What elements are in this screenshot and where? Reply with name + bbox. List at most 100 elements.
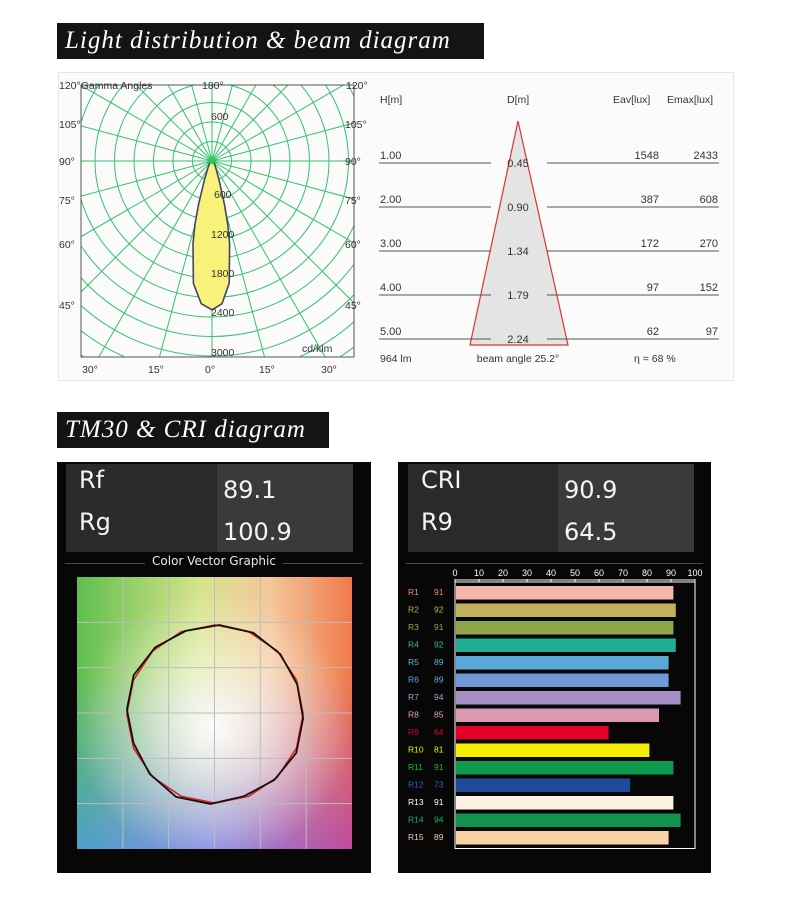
polar-grid-ray bbox=[212, 73, 636, 161]
polar-grid-ray bbox=[212, 161, 512, 382]
cri-category-label: R9 bbox=[408, 727, 419, 737]
beam-emax: 2433 bbox=[694, 150, 718, 162]
beam-h: 2.00 bbox=[380, 194, 401, 206]
polar-bottom-label: 30° bbox=[82, 364, 98, 376]
cri-tick-label: 10 bbox=[474, 568, 484, 578]
polar-left-label: 90° bbox=[59, 156, 75, 168]
cri-category-label: R5 bbox=[408, 657, 419, 667]
cri-value-label: 94 bbox=[434, 692, 444, 702]
cri-value-label: 73 bbox=[434, 780, 444, 790]
polar-unit-label: cd/klm bbox=[302, 343, 333, 355]
cri-label: CRI bbox=[421, 466, 462, 494]
cri-category-label: R3 bbox=[408, 622, 419, 632]
photometric-panel: 120°Gamma Angles 180° 120° 105° 90° 75° … bbox=[58, 72, 734, 381]
beam-d: 1.34 bbox=[507, 246, 528, 258]
beam-d: 0.45 bbox=[507, 158, 528, 170]
polar-origin bbox=[209, 158, 215, 164]
cri-tick-label: 50 bbox=[570, 568, 580, 578]
cri-category-label: R6 bbox=[408, 675, 419, 685]
cri-value-label: 89 bbox=[434, 832, 444, 842]
beam-eav: 387 bbox=[641, 194, 659, 206]
beam-h: 4.00 bbox=[380, 282, 401, 294]
cri-category-label: R14 bbox=[408, 815, 424, 825]
polar-right-top-label: 120° bbox=[346, 80, 368, 92]
beam-h: 3.00 bbox=[380, 238, 401, 250]
polar-grid-ring bbox=[59, 73, 472, 382]
cri-tick-label: 70 bbox=[618, 568, 628, 578]
cri-bar-r9 bbox=[456, 726, 609, 740]
r9-value: 64.5 bbox=[564, 518, 617, 546]
cri-category-label: R12 bbox=[408, 780, 424, 790]
color-vector-title: Color Vector Graphic bbox=[57, 554, 371, 568]
color-vector-graphic bbox=[77, 577, 352, 849]
beam-emax: 608 bbox=[700, 194, 718, 206]
polar-right-label: 45° bbox=[345, 300, 361, 312]
cri-tick-label: 0 bbox=[452, 568, 457, 578]
cri-category-label: R13 bbox=[408, 797, 424, 807]
cri-value-label: 91 bbox=[434, 622, 444, 632]
beam-d: 0.90 bbox=[507, 202, 528, 214]
polar-corner-label: 120°Gamma Angles bbox=[59, 80, 153, 92]
polar-left-label: 105° bbox=[59, 119, 81, 131]
cri-bar-r11 bbox=[456, 761, 673, 775]
polar-right-label: 75° bbox=[345, 195, 361, 207]
polar-radial-label: 600 bbox=[214, 189, 232, 201]
beam-row: 1.00 0.45 1548 2433 bbox=[379, 150, 719, 170]
polar-right-label: 90° bbox=[345, 156, 361, 168]
cri-category-label: R10 bbox=[408, 745, 424, 755]
cri-bar-r6 bbox=[456, 674, 669, 688]
cri-bar-r14 bbox=[456, 814, 681, 828]
beam-h: 5.00 bbox=[380, 326, 401, 338]
section-title-tm30: TM30 & CRI diagram bbox=[57, 412, 329, 448]
cri-category-label: R4 bbox=[408, 640, 419, 650]
cri-value-label: 92 bbox=[434, 640, 444, 650]
cri-bar-r7 bbox=[456, 691, 681, 705]
beam-eav: 62 bbox=[647, 326, 659, 338]
cri-category-label: R1 bbox=[408, 587, 419, 597]
tm30-panel: Rf 89.1 Rg 100.9 Color Vector Graphic bbox=[57, 462, 371, 873]
polar-bottom-label: 30° bbox=[321, 364, 337, 376]
cri-value-label: 64 bbox=[434, 727, 444, 737]
cri-value-label: 91 bbox=[434, 762, 444, 772]
cri-bars: R1 91R2 92R3 91R4 92R5 89R6 89R7 94R8 85R9 64R10 8… bbox=[408, 586, 681, 845]
cri-tick-label: 80 bbox=[642, 568, 652, 578]
photometric-svg: 120°Gamma Angles 180° 120° 105° 90° 75° … bbox=[59, 73, 735, 382]
beam-header-h: H[m] bbox=[380, 94, 402, 106]
cri-value-label: 91 bbox=[434, 797, 444, 807]
beam-row: 3.00 1.34 172 270 bbox=[379, 238, 719, 258]
beam-efficiency: η = 68 % bbox=[634, 353, 676, 365]
beam-emax: 152 bbox=[700, 282, 718, 294]
beam-header-eav: Eav[lux] bbox=[613, 94, 650, 106]
cri-category-label: R7 bbox=[408, 692, 419, 702]
cri-tick-label: 90 bbox=[666, 568, 676, 578]
cri-category-label: R8 bbox=[408, 710, 419, 720]
beam-h: 1.00 bbox=[380, 150, 401, 162]
polar-left-label: 75° bbox=[59, 195, 75, 207]
cri-tick-label: 100 bbox=[687, 568, 702, 578]
polar-radial-label: 1200 bbox=[211, 229, 235, 241]
cri-tick-label: 60 bbox=[594, 568, 604, 578]
cri-bar-r8 bbox=[456, 709, 659, 723]
divider bbox=[406, 563, 703, 564]
polar-grid-ray bbox=[212, 73, 735, 161]
polar-bottom-label: 0° bbox=[205, 364, 215, 376]
cri-bar-r5 bbox=[456, 656, 669, 670]
beam-header-d: D[m] bbox=[507, 94, 529, 106]
beam-diagram: H[m] D[m] Eav[lux] Emax[lux] 1.00 0.45 1… bbox=[379, 94, 719, 365]
cri-tick-label: 30 bbox=[522, 568, 532, 578]
cri-value-label: 92 bbox=[434, 605, 444, 615]
polar-radial-label: 600 bbox=[211, 111, 229, 123]
beam-eav: 97 bbox=[647, 282, 659, 294]
polar-bottom-label: 15° bbox=[259, 364, 275, 376]
polar-radial-label: 2400 bbox=[211, 307, 235, 319]
cri-bar-r2 bbox=[456, 604, 676, 618]
cri-category-label: R15 bbox=[408, 832, 424, 842]
cri-bar-r15 bbox=[456, 831, 669, 845]
beam-d: 1.79 bbox=[507, 290, 528, 302]
polar-grid-ray bbox=[59, 161, 212, 382]
polar-top-label: 180° bbox=[202, 80, 224, 92]
cri-category-label: R2 bbox=[408, 605, 419, 615]
polar-left-label: 60° bbox=[59, 239, 75, 251]
cri-category-label: R11 bbox=[408, 762, 423, 772]
beam-eav: 1548 bbox=[635, 150, 659, 162]
